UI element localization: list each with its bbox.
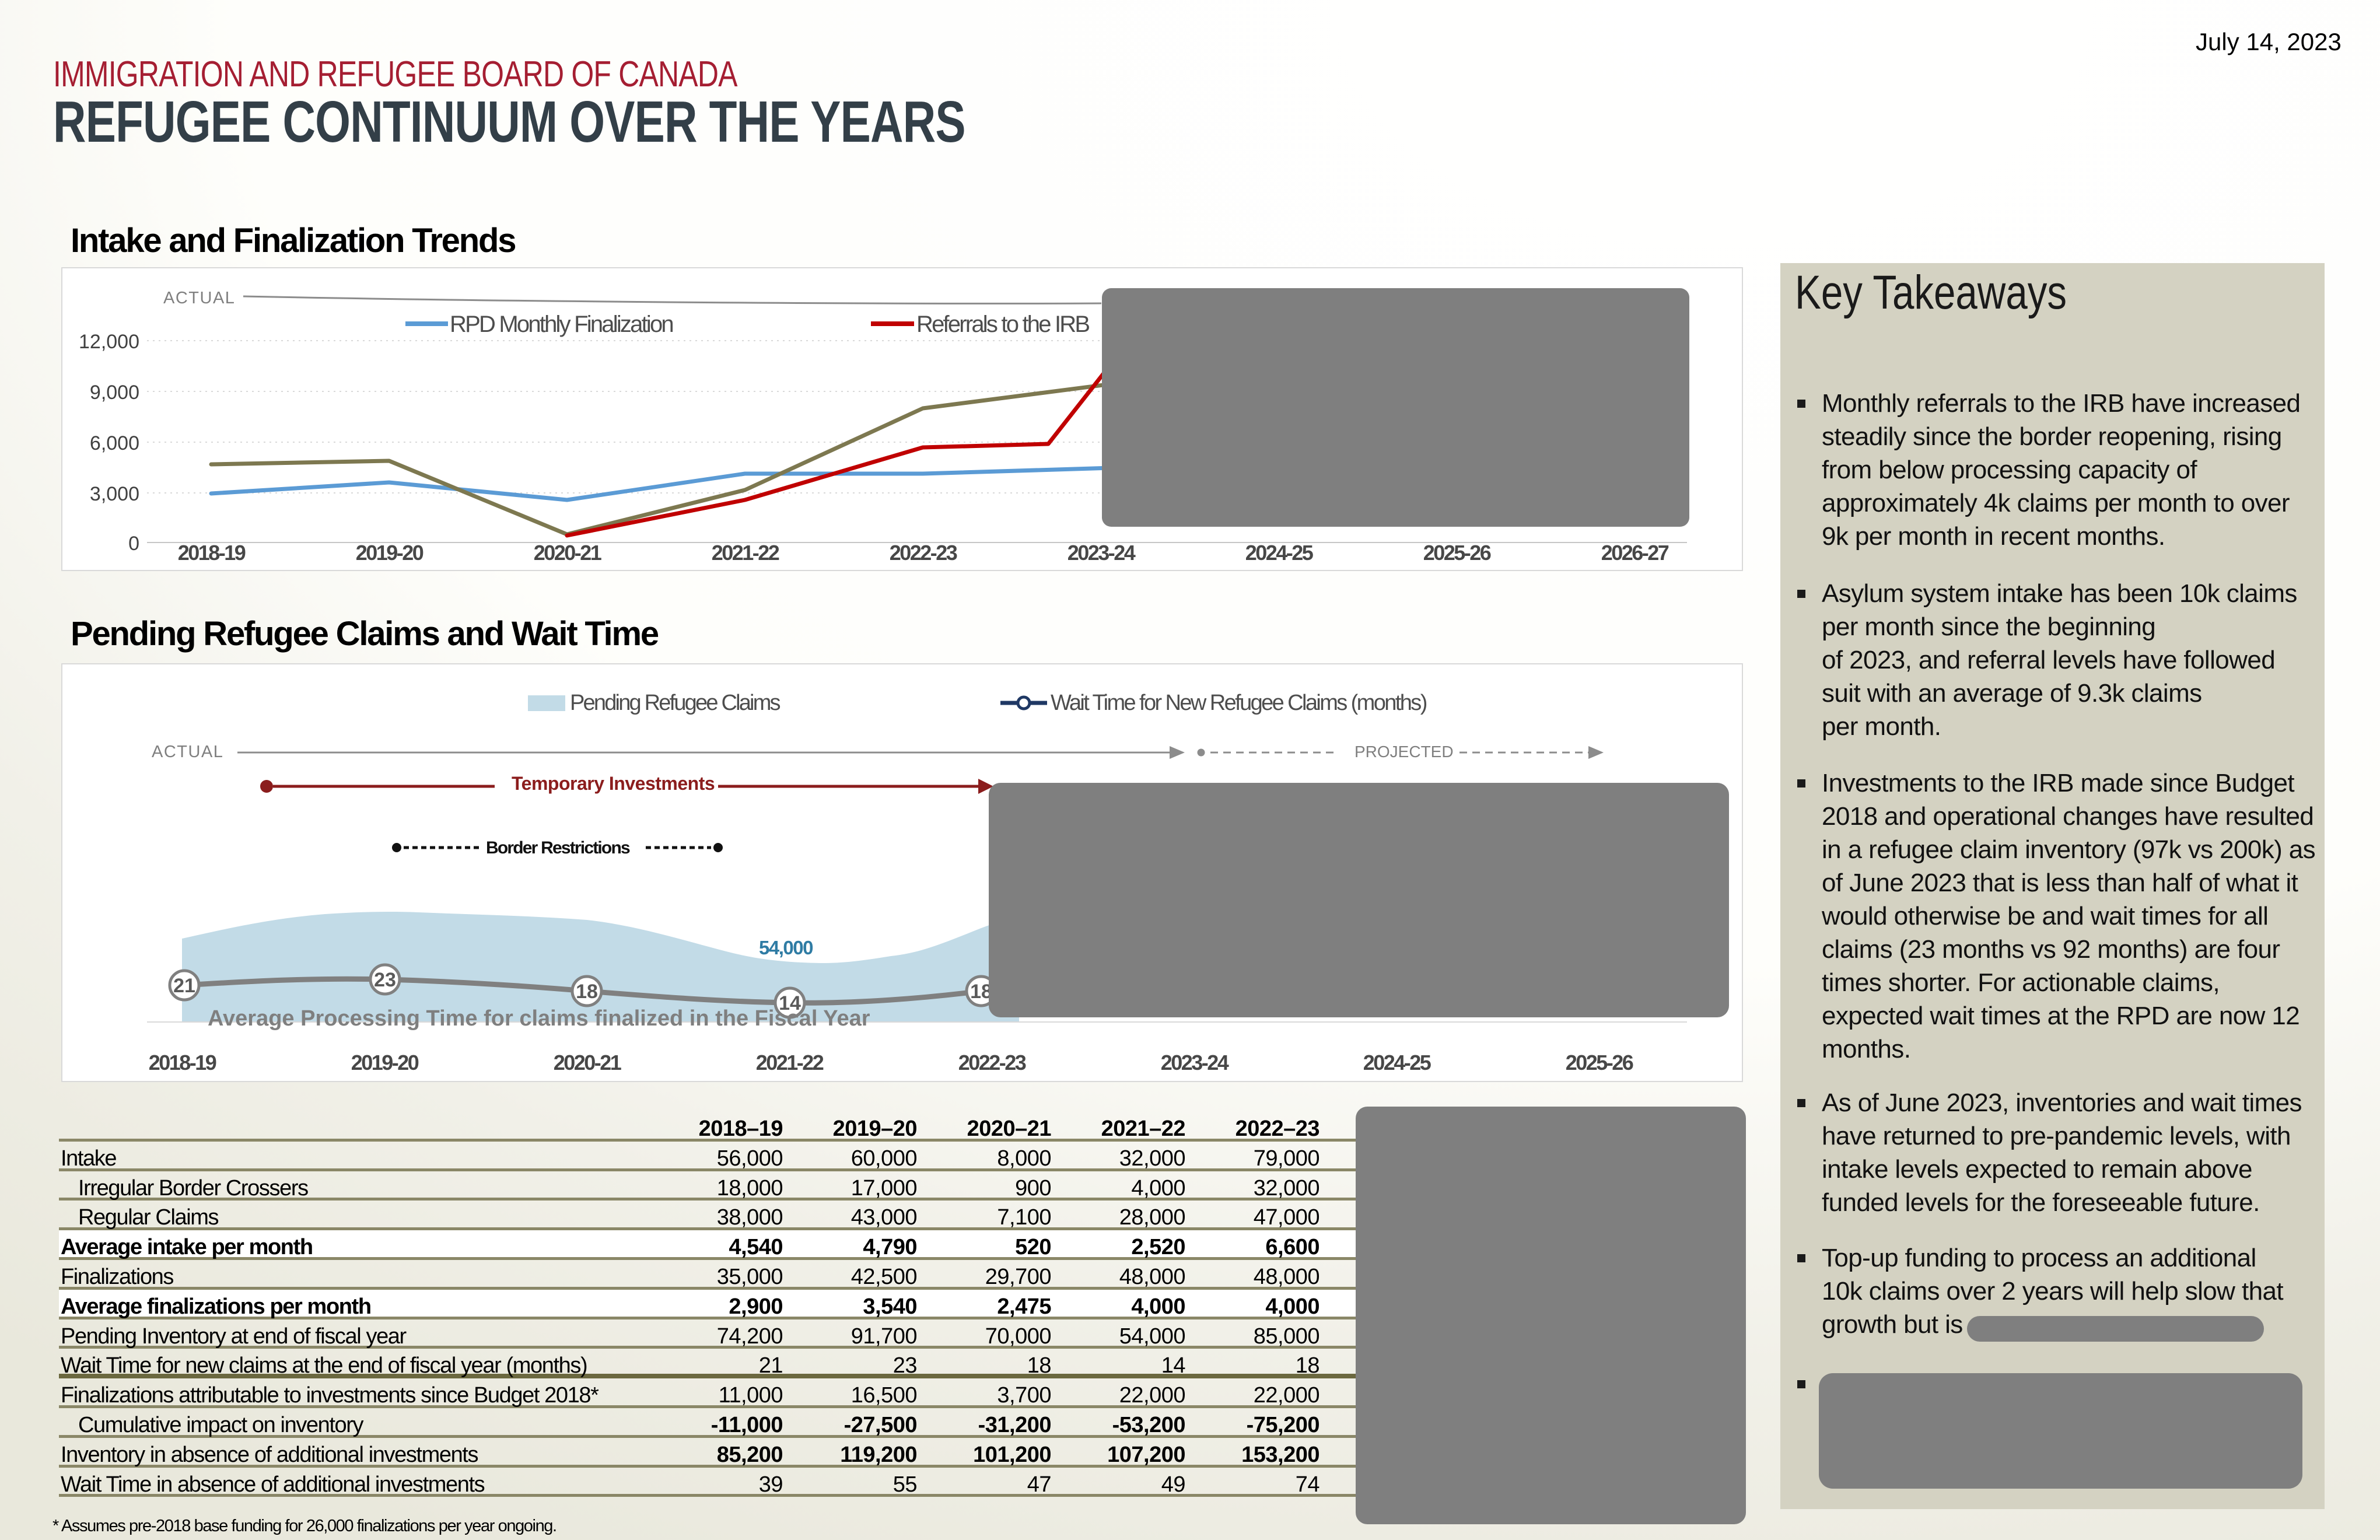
svg-text:ACTUAL: ACTUAL bbox=[163, 289, 235, 307]
svg-text:12,000: 12,000 bbox=[79, 331, 139, 353]
svg-text:2024-25: 2024-25 bbox=[1363, 1051, 1432, 1074]
svg-text:6,000: 6,000 bbox=[90, 432, 139, 454]
svg-text:2021-22: 2021-22 bbox=[756, 1051, 824, 1074]
svg-text:Referrals to the IRB: Referrals to the IRB bbox=[916, 312, 1089, 337]
svg-text:2019-20: 2019-20 bbox=[356, 541, 424, 562]
svg-text:18: 18 bbox=[576, 981, 598, 1003]
svg-text:Pending Refugee Claims: Pending Refugee Claims bbox=[570, 691, 780, 715]
svg-text:2026-27: 2026-27 bbox=[1601, 541, 1669, 562]
svg-text:Temporary Investments: Temporary Investments bbox=[512, 773, 715, 794]
svg-text:2024-25: 2024-25 bbox=[1245, 541, 1314, 562]
svg-text:9,000: 9,000 bbox=[90, 382, 139, 404]
svg-text:2019-20: 2019-20 bbox=[351, 1051, 419, 1074]
svg-text:Border Restrictions: Border Restrictions bbox=[486, 838, 630, 858]
svg-text:ACTUAL: ACTUAL bbox=[152, 743, 223, 761]
svg-text:2018-19: 2018-19 bbox=[149, 1051, 216, 1074]
svg-text:2022-23: 2022-23 bbox=[890, 541, 957, 562]
svg-text:2025-26: 2025-26 bbox=[1423, 541, 1491, 562]
svg-text:21: 21 bbox=[173, 975, 195, 997]
svg-text:14: 14 bbox=[779, 992, 801, 1014]
svg-text:23: 23 bbox=[374, 969, 396, 991]
svg-text:0: 0 bbox=[128, 533, 139, 555]
svg-text:2022-23: 2022-23 bbox=[958, 1051, 1026, 1074]
svg-text:54,000: 54,000 bbox=[759, 937, 813, 958]
svg-text:2023-24: 2023-24 bbox=[1068, 541, 1136, 562]
svg-text:2020-21: 2020-21 bbox=[554, 1051, 622, 1074]
svg-text:2021-22: 2021-22 bbox=[712, 541, 779, 562]
svg-text:PROJECTED: PROJECTED bbox=[1354, 743, 1454, 761]
svg-text:RPD Monthly Finalization: RPD Monthly Finalization bbox=[450, 312, 673, 337]
svg-text:18: 18 bbox=[970, 981, 992, 1003]
svg-text:2025-26: 2025-26 bbox=[1566, 1051, 1633, 1074]
svg-text:Wait Time for New Refugee Clai: Wait Time for New Refugee Claims (months… bbox=[1051, 691, 1427, 715]
svg-text:3,000: 3,000 bbox=[90, 483, 139, 505]
svg-text:2020-21: 2020-21 bbox=[534, 541, 602, 562]
svg-text:Average Processing Time for cl: Average Processing Time for claims final… bbox=[208, 1006, 870, 1031]
svg-text:2018-19: 2018-19 bbox=[178, 541, 246, 562]
svg-text:2023-24: 2023-24 bbox=[1161, 1051, 1229, 1074]
